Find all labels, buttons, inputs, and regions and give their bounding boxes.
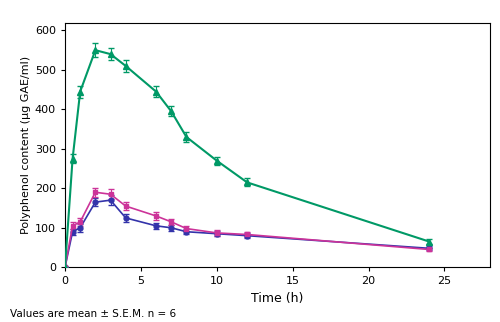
Y-axis label: Polyphenol content (μg GAE/ml): Polyphenol content (μg GAE/ml) (20, 56, 30, 234)
Text: Values are mean ± S.E.M. n = 6: Values are mean ± S.E.M. n = 6 (10, 309, 176, 319)
X-axis label: Time (h): Time (h) (252, 292, 304, 305)
